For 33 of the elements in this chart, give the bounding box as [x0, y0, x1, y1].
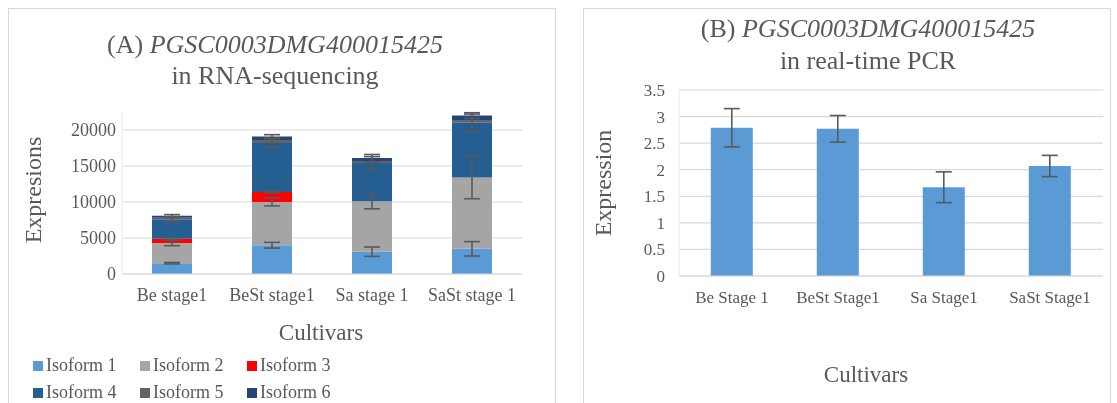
y-axis-title: Expression — [590, 129, 616, 237]
y-tick-label: 3.5 — [643, 81, 665, 101]
x-tick-label: Sa stage 1 — [335, 284, 409, 305]
legend-label: Isoform 6 — [260, 382, 331, 403]
y-tick-label: 0 — [107, 264, 116, 285]
legend-label: Isoform 5 — [153, 382, 224, 403]
y-tick-label: 3 — [656, 107, 665, 127]
x-axis-title: Cultivars — [278, 320, 364, 346]
y-tick-label: 1 — [656, 213, 665, 233]
x-axis-title: Cultivars — [823, 362, 909, 388]
y-tick-label: 15000 — [71, 156, 116, 177]
y-tick-label: 2 — [656, 160, 665, 180]
y-tick-label: 20000 — [71, 120, 116, 141]
x-tick-label: Be stage1 — [136, 284, 208, 305]
legend-label: Isoform 2 — [153, 355, 224, 376]
x-tick-label: SaSt stage 1 — [428, 284, 516, 305]
legend-label: Isoform 1 — [46, 355, 117, 376]
x-tick-label: Be Stage 1 — [695, 288, 769, 308]
x-tick-label: BeSt Stage1 — [796, 288, 880, 308]
legend-label: Isoform 3 — [260, 355, 331, 376]
chart-title: (A) PGSC0003DMG400015425 in RNA-sequencing — [107, 30, 443, 91]
y-tick-label: 10000 — [71, 192, 116, 213]
y-tick-label: 2.5 — [643, 134, 665, 154]
y-tick-label: 5000 — [80, 228, 116, 249]
y-tick-label: 0 — [656, 267, 665, 287]
chart-title: (B) PGSC0003DMG400015425 in real-time PCR — [700, 14, 1036, 77]
y-tick-label: 0.5 — [643, 240, 665, 260]
x-tick-label: Sa Stage1 — [910, 288, 978, 308]
legend-label: Isoform 4 — [46, 382, 117, 403]
x-tick-label: BeSt stage1 — [229, 284, 315, 305]
y-tick-label: 1.5 — [643, 187, 665, 207]
x-tick-label: SaSt Stage1 — [1009, 288, 1091, 308]
y-axis-title: Expresions — [20, 136, 46, 244]
